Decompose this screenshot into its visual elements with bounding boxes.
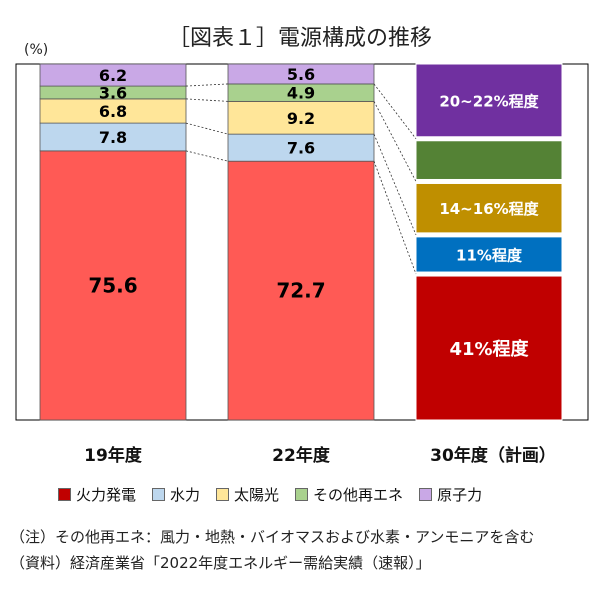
category-label-fy19: 19年度 — [84, 446, 142, 466]
footnote: （注）その他再エネ：風力・地熱・バイオマスおよび水素・アンモニアを含む — [10, 528, 535, 546]
data-label-other-renewables-fy19: 3.6 — [99, 83, 127, 102]
data-label-nuclear-fy19: 6.2 — [99, 66, 127, 85]
data-label-solar-fy30-plan: 14~16%程度 — [439, 200, 539, 218]
category-label-fy30-plan: 30年度（計画） — [430, 446, 556, 466]
legend-swatch-other-renewables — [295, 488, 309, 501]
bar-segment-nuclear-fy19 — [39, 63, 187, 87]
legend-label-other-renewables: その他再エネ — [313, 486, 404, 504]
legend-item-hydro: 水力 — [152, 484, 200, 505]
bar-segment-thermal-fy30-plan — [415, 275, 563, 421]
legend: 火力発電 水力 太陽光 その他再エネ 原子力 — [58, 484, 482, 505]
source-note: （資料）経済産業省「2022年度エネルギー需給実績（速報）」 — [10, 554, 431, 572]
legend-swatch-hydro — [152, 488, 166, 501]
bar-segment-thermal-fy19 — [39, 150, 187, 421]
legend-label-thermal: 火力発電 — [76, 486, 137, 504]
bar-segment-other-renewables-fy30-plan — [415, 140, 563, 180]
chart-title: ［図表１］電源構成の推移 — [167, 26, 432, 51]
connector-line-nuclear-fy22-fy30-plan — [373, 83, 417, 140]
bar-segment-solar-fy19 — [39, 98, 187, 124]
unit-label: (%) — [24, 42, 49, 58]
data-label-solar-fy19: 6.8 — [99, 102, 127, 121]
bar-segment-nuclear-fy22 — [227, 63, 375, 85]
bar-segment-thermal-fy22 — [227, 160, 375, 421]
data-label-thermal-fy30-plan: 41%程度 — [449, 338, 529, 360]
data-label-thermal-fy22: 72.7 — [276, 279, 325, 303]
legend-label-hydro: 水力 — [170, 486, 201, 504]
legend-item-nuclear: 原子力 — [419, 484, 482, 505]
legend-swatch-thermal — [58, 488, 71, 501]
legend-label-solar: 太陽光 — [234, 486, 280, 504]
data-label-hydro-fy30-plan: 11%程度 — [456, 246, 523, 264]
category-label-fy22: 22年度 — [272, 446, 330, 466]
connector-line-solar-fy22-fy30-plan — [373, 133, 417, 236]
data-label-solar-fy22: 9.2 — [287, 109, 315, 128]
legend-label-nuclear: 原子力 — [437, 486, 483, 504]
connector-line-other-renewables-fy19-fy22 — [185, 98, 229, 102]
legend-item-other-renewables: その他再エネ — [295, 484, 403, 505]
connector-line-nuclear-fy19-fy22 — [185, 83, 229, 87]
legend-item-thermal: 火力発電 — [58, 484, 136, 505]
legend-swatch-nuclear — [419, 488, 433, 501]
bar-segment-nuclear-fy30-plan — [415, 63, 563, 138]
bar-segment-solar-fy30-plan — [415, 182, 563, 234]
data-label-hydro-fy22: 7.6 — [287, 139, 315, 158]
connector-line-hydro-fy19-fy22 — [185, 150, 229, 162]
data-label-nuclear-fy22: 5.6 — [287, 65, 315, 84]
bar-segment-hydro-fy30-plan — [415, 236, 563, 273]
data-label-thermal-fy19: 75.6 — [88, 273, 137, 297]
data-label-other-renewables-fy22: 4.9 — [287, 84, 315, 103]
connector-line-other-renewables-fy22-fy30-plan — [373, 101, 417, 182]
legend-item-solar: 太陽光 — [216, 484, 279, 505]
bar-segment-solar-fy22 — [227, 100, 375, 135]
bar-segment-hydro-fy19 — [39, 122, 187, 152]
connector-line-hydro-fy22-fy30-plan — [373, 161, 417, 275]
data-label-nuclear-fy30-plan: 20~22%程度 — [439, 92, 539, 110]
legend-swatch-solar — [216, 488, 230, 501]
data-label-hydro-fy19: 7.8 — [99, 128, 127, 147]
connector-line-solar-fy19-fy22 — [185, 122, 229, 135]
